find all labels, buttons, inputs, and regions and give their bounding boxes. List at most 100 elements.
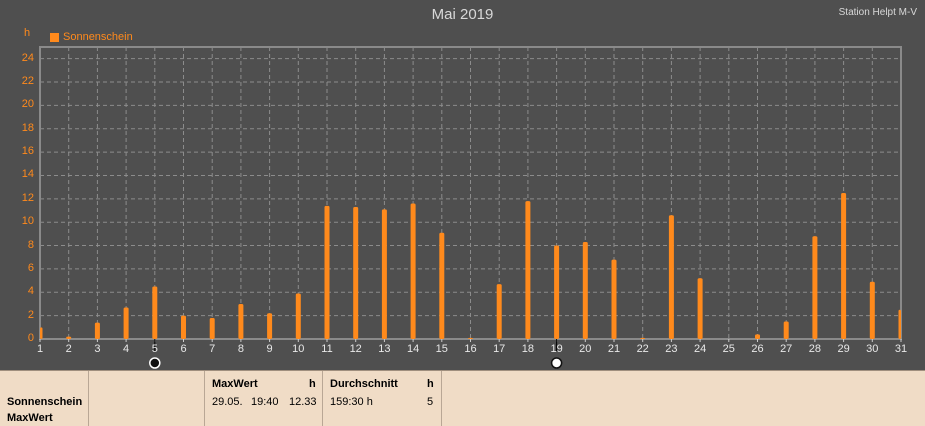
bar-day-19 [554,245,560,339]
y-tick-label: 18 [21,121,34,134]
x-tick-label: 26 [751,343,764,355]
x-tick-label: 27 [780,343,793,355]
max-header: MaxWert [212,378,258,390]
max-unit: h [309,378,316,390]
x-tick-label: 10 [292,343,305,355]
chart-title: Mai 2019 [431,6,494,23]
bar-day-22 [640,337,646,339]
bar-day-20 [582,242,588,339]
avg-header: Durchschnitt [330,378,398,390]
bar-day-30 [869,281,875,339]
bar-day-9 [267,313,273,339]
bar-day-4 [123,307,129,339]
station-name: Station Helpt M-V [838,7,917,18]
bar-day-29 [841,193,847,339]
y-tick-label: 8 [27,238,34,251]
avg-count: 5 [427,396,434,408]
x-tick-label: 23 [665,343,678,355]
bar-day-6 [181,315,186,339]
bar-day-12 [353,207,359,339]
bar-day-14 [410,203,416,339]
bar-day-7 [209,317,215,339]
x-tick-label: 16 [464,343,477,355]
y-tick-label: 20 [21,98,34,111]
avg-unit: h [427,378,434,390]
bar-day-1 [40,327,43,339]
bar-day-10 [295,293,301,339]
x-tick-label: 30 [866,343,879,355]
x-tick-label: 11 [321,343,333,355]
x-tick-label: 9 [266,343,273,355]
bar-day-2 [66,336,72,339]
stats-max-column: MaxWert h 29.05. 19:40 12.33 [205,371,323,426]
full-moon-icon [550,357,563,369]
bar-day-17 [496,284,502,339]
x-tick-label: 24 [693,343,707,355]
stats-label-column: Sonnenschein MaxWert [0,371,89,426]
legend[interactable]: Sonnenschein [50,31,133,43]
bar-day-18 [525,201,531,339]
stats-avg-column: Durchschnitt h 159:30 h 5 [323,371,442,426]
y-tick-label: 22 [21,75,34,88]
x-tick-label: 14 [406,343,420,355]
y-tick-label: 16 [21,145,34,158]
y-tick-label: 0 [27,332,34,344]
x-tick-label: 15 [435,343,448,355]
bar-day-5 [152,286,158,339]
bar-day-15 [439,232,445,339]
y-axis-unit: h [24,27,31,39]
stats-panel: Sonnenschein MaxWert MaxWert h 29.05. 19… [0,370,925,426]
y-tick-label: 10 [21,215,34,228]
avg-value: 159:30 h [330,396,373,408]
y-tick-label: 24 [21,51,34,64]
bar-day-8 [238,303,244,339]
x-tick-label: 1 [36,343,44,355]
x-tick-label: 13 [378,343,391,355]
x-tick-label: 29 [837,343,850,355]
chart-canvas [39,46,902,369]
max-time: 19:40 [251,396,279,408]
x-tick-label: 31 [894,343,908,355]
x-tick-label: 8 [237,343,244,355]
x-tick-label: 17 [493,343,506,355]
stats-row-label-maxwert: MaxWert [7,412,53,424]
x-tick-label: 4 [123,343,130,355]
x-tick-label: 20 [579,343,592,355]
x-tick-label: 19 [550,343,563,355]
bar-day-28 [812,236,818,339]
y-tick-label: 6 [27,261,34,274]
legend-swatch [50,32,59,42]
bar-day-3 [94,322,100,339]
bar-day-16 [468,337,473,339]
bar-day-21 [611,259,617,339]
stats-row-label-sonnenschein: Sonnenschein [7,396,83,408]
x-tick-label: 21 [607,343,621,355]
y-tick-label: 12 [21,191,34,204]
legend-label: Sonnenschein [63,31,133,43]
x-tick-label: 6 [180,343,187,355]
x-tick-label: 3 [94,343,101,355]
y-tick-label: 4 [27,285,34,298]
bar-day-27 [783,321,789,339]
bar-day-11 [324,205,330,339]
x-tick-label: 22 [636,343,649,355]
x-tick-label: 25 [722,343,735,355]
y-tick-label: 2 [27,308,34,321]
bar-day-26 [755,334,760,339]
y-tick-label: 14 [21,168,34,181]
bar-day-23 [668,215,674,339]
max-value: 12.33 [289,396,317,408]
x-tick-label: 7 [209,343,216,355]
chart-area: Mai 2019 Station Helpt M-V h Sonnenschei… [21,6,917,369]
x-tick-label: 12 [349,343,362,355]
new-moon-icon [149,357,161,369]
x-tick-label: 28 [808,343,822,355]
x-tick-label: 18 [521,343,535,355]
stats-empty-column [89,371,205,426]
x-tick-label: 2 [65,343,72,355]
bar-day-31 [898,309,901,339]
x-tick-label: 5 [151,343,158,355]
bar-day-24 [697,278,703,339]
max-date: 29.05. [212,396,243,408]
bar-day-13 [381,209,387,339]
